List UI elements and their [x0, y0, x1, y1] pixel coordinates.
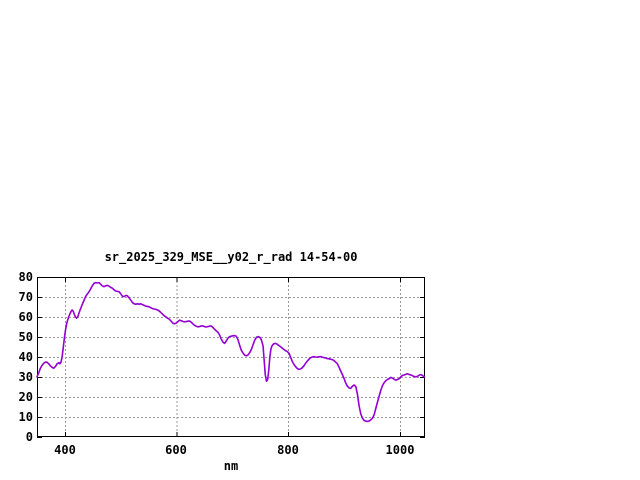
x-axis-label: nm — [223, 459, 239, 473]
y-tick-label-30: 30 — [18, 370, 33, 384]
spectrum-line — [36, 281, 426, 423]
y-tick-label-70: 70 — [18, 290, 33, 304]
y-tick-label-20: 20 — [18, 390, 33, 404]
y-tick-label-0: 0 — [25, 430, 33, 444]
x-tick-label-1000: 1000 — [385, 443, 415, 457]
plot-border — [37, 277, 425, 437]
x-tick-label-600: 600 — [165, 443, 187, 457]
x-tick-label-800: 800 — [277, 443, 299, 457]
y-tick-label-60: 60 — [18, 310, 33, 324]
y-tick-label-50: 50 — [18, 330, 33, 344]
x-tick-label-400: 400 — [54, 443, 76, 457]
y-tick-label-80: 80 — [18, 270, 33, 284]
chart-title: sr_2025_329_MSE__y02_r_rad 14-54-00 — [104, 250, 358, 264]
y-tick-label-40: 40 — [18, 350, 33, 364]
y-tick-label-10: 10 — [18, 410, 33, 424]
